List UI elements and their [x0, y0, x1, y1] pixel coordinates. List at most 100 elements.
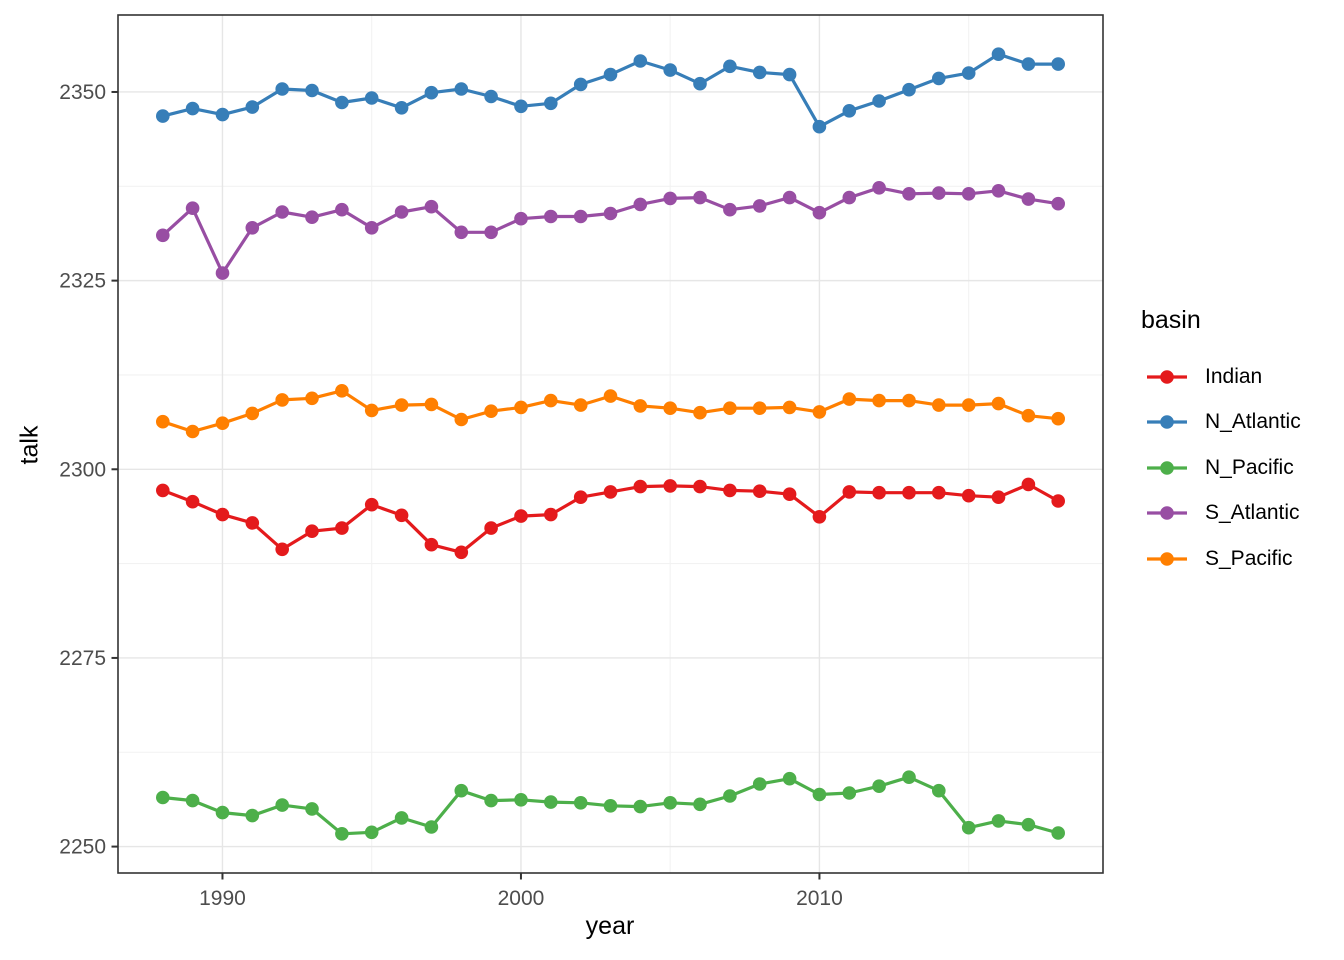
data-point-N_Pacific-2013	[902, 770, 916, 784]
data-point-Indian-1990	[215, 507, 230, 522]
data-point-S_Pacific-2005	[663, 401, 677, 416]
data-point-S_Pacific-1990	[215, 416, 230, 431]
data-point-N_Pacific-2007	[723, 789, 737, 803]
data-point-N_Atlantic-2013	[902, 82, 916, 97]
data-point-S_Atlantic-2002	[573, 209, 588, 224]
x-tick-label: 2010	[796, 887, 843, 910]
data-point-S_Pacific-1999	[484, 404, 498, 419]
legend-key-point	[1160, 506, 1174, 521]
data-point-S_Atlantic-1997	[424, 199, 439, 214]
legend-key-icon-S_Pacific	[1147, 551, 1187, 566]
data-point-S_Pacific-1991	[245, 406, 260, 421]
data-point-N_Atlantic-1991	[245, 100, 260, 114]
data-point-N_Pacific-2002	[573, 796, 588, 810]
legend-key-point	[1160, 551, 1174, 566]
data-point-N_Atlantic-1996	[394, 101, 409, 115]
legend-item-Indian: Indian	[1141, 354, 1301, 400]
x-tick-label: 2000	[498, 887, 545, 910]
data-point-S_Pacific-1994	[335, 384, 349, 398]
legend-item-label: Indian	[1205, 364, 1263, 388]
data-point-Indian-2000	[514, 509, 528, 523]
legend-key-point	[1160, 415, 1174, 430]
data-point-N_Pacific-2016	[991, 814, 1006, 828]
data-point-Indian-1988	[156, 483, 170, 498]
data-point-N_Pacific-1999	[484, 793, 498, 808]
data-point-N_Pacific-1989	[185, 793, 200, 808]
data-point-N_Atlantic-2005	[663, 63, 677, 77]
data-point-S_Pacific-1997	[424, 397, 439, 412]
data-point-Indian-1993	[305, 524, 319, 538]
data-point-N_Pacific-2018	[1051, 826, 1065, 840]
data-point-N_Atlantic-2003	[603, 67, 618, 82]
data-point-N_Atlantic-2015	[961, 66, 976, 80]
data-point-N_Atlantic-1995	[364, 91, 379, 105]
data-point-S_Pacific-2001	[544, 393, 558, 408]
data-point-S_Pacific-2014	[932, 398, 946, 412]
y-tick-label: 2250	[59, 836, 106, 859]
data-point-S_Atlantic-2010	[812, 205, 827, 220]
data-point-N_Pacific-2009	[782, 771, 797, 786]
data-point-N_Pacific-2004	[633, 799, 648, 814]
y-tick-label: 2300	[59, 458, 106, 481]
data-point-S_Pacific-2003	[603, 389, 618, 403]
data-point-S_Pacific-2016	[991, 396, 1006, 411]
data-point-N_Pacific-1992	[275, 798, 290, 812]
data-point-N_Pacific-1997	[424, 820, 439, 834]
data-point-N_Atlantic-1999	[484, 89, 498, 104]
data-point-S_Pacific-2017	[1021, 408, 1036, 423]
legend: basin Indian N_Atlantic N_Pacific S_Atlanti…	[1141, 306, 1301, 582]
data-point-N_Pacific-1993	[305, 802, 319, 816]
data-point-N_Pacific-2005	[663, 796, 677, 810]
data-point-Indian-2013	[902, 485, 916, 500]
data-point-N_Atlantic-2001	[544, 96, 558, 111]
legend-item-S_Pacific: S_Pacific	[1141, 536, 1301, 582]
data-point-N_Pacific-2012	[872, 779, 886, 793]
data-point-N_Atlantic-2012	[872, 94, 886, 108]
data-point-N_Pacific-2000	[514, 793, 528, 807]
legend-key-point	[1160, 369, 1174, 384]
data-point-S_Pacific-2002	[573, 398, 588, 412]
data-point-S_Pacific-1995	[364, 403, 379, 418]
data-point-S_Atlantic-2004	[633, 197, 648, 212]
data-point-S_Atlantic-2017	[1021, 192, 1036, 206]
data-point-S_Pacific-1998	[454, 412, 469, 427]
data-point-N_Pacific-1988	[156, 790, 170, 805]
data-point-N_Atlantic-1997	[424, 85, 439, 100]
legend-key-icon-Indian	[1147, 369, 1187, 384]
data-point-N_Pacific-2015	[961, 820, 976, 835]
data-point-Indian-2005	[663, 479, 677, 493]
data-point-N_Atlantic-2011	[842, 104, 857, 118]
data-point-N_Pacific-1995	[364, 825, 379, 840]
data-point-N_Pacific-2010	[812, 787, 827, 802]
data-point-N_Atlantic-1998	[454, 82, 469, 96]
legend-items: Indian N_Atlantic N_Pacific S_Atlantic S_Pac…	[1141, 354, 1301, 582]
data-point-N_Atlantic-1988	[156, 109, 170, 123]
data-point-S_Atlantic-1994	[335, 202, 349, 217]
data-point-S_Pacific-2018	[1051, 411, 1065, 426]
data-point-N_Pacific-1990	[215, 805, 230, 820]
data-point-S_Atlantic-2007	[723, 202, 737, 217]
data-point-Indian-2007	[723, 483, 737, 498]
legend-item-label: N_Atlantic	[1205, 410, 1301, 434]
data-point-Indian-2001	[544, 507, 558, 522]
data-point-N_Atlantic-1993	[305, 83, 319, 98]
data-point-N_Atlantic-2010	[812, 119, 827, 134]
data-point-Indian-1998	[454, 545, 469, 560]
data-point-S_Atlantic-2009	[782, 190, 797, 205]
legend-item-N_Pacific: N_Pacific	[1141, 445, 1301, 491]
y-tick-label: 2275	[59, 647, 106, 670]
y-axis-title: talk	[15, 425, 44, 465]
x-tick-label: 1990	[199, 887, 246, 910]
data-point-S_Pacific-1996	[394, 398, 409, 412]
y-tick-label: 2325	[59, 270, 106, 293]
legend-key-icon-N_Atlantic	[1147, 415, 1187, 430]
data-point-S_Atlantic-2001	[544, 209, 558, 224]
data-point-Indian-2002	[573, 490, 588, 505]
data-point-N_Atlantic-2018	[1051, 57, 1065, 71]
data-point-Indian-1995	[364, 497, 379, 512]
data-point-S_Pacific-1993	[305, 391, 319, 406]
data-point-N_Atlantic-2017	[1021, 57, 1036, 71]
data-point-Indian-2009	[782, 487, 797, 502]
data-point-Indian-2006	[693, 479, 707, 494]
legend-key-point	[1160, 460, 1174, 475]
